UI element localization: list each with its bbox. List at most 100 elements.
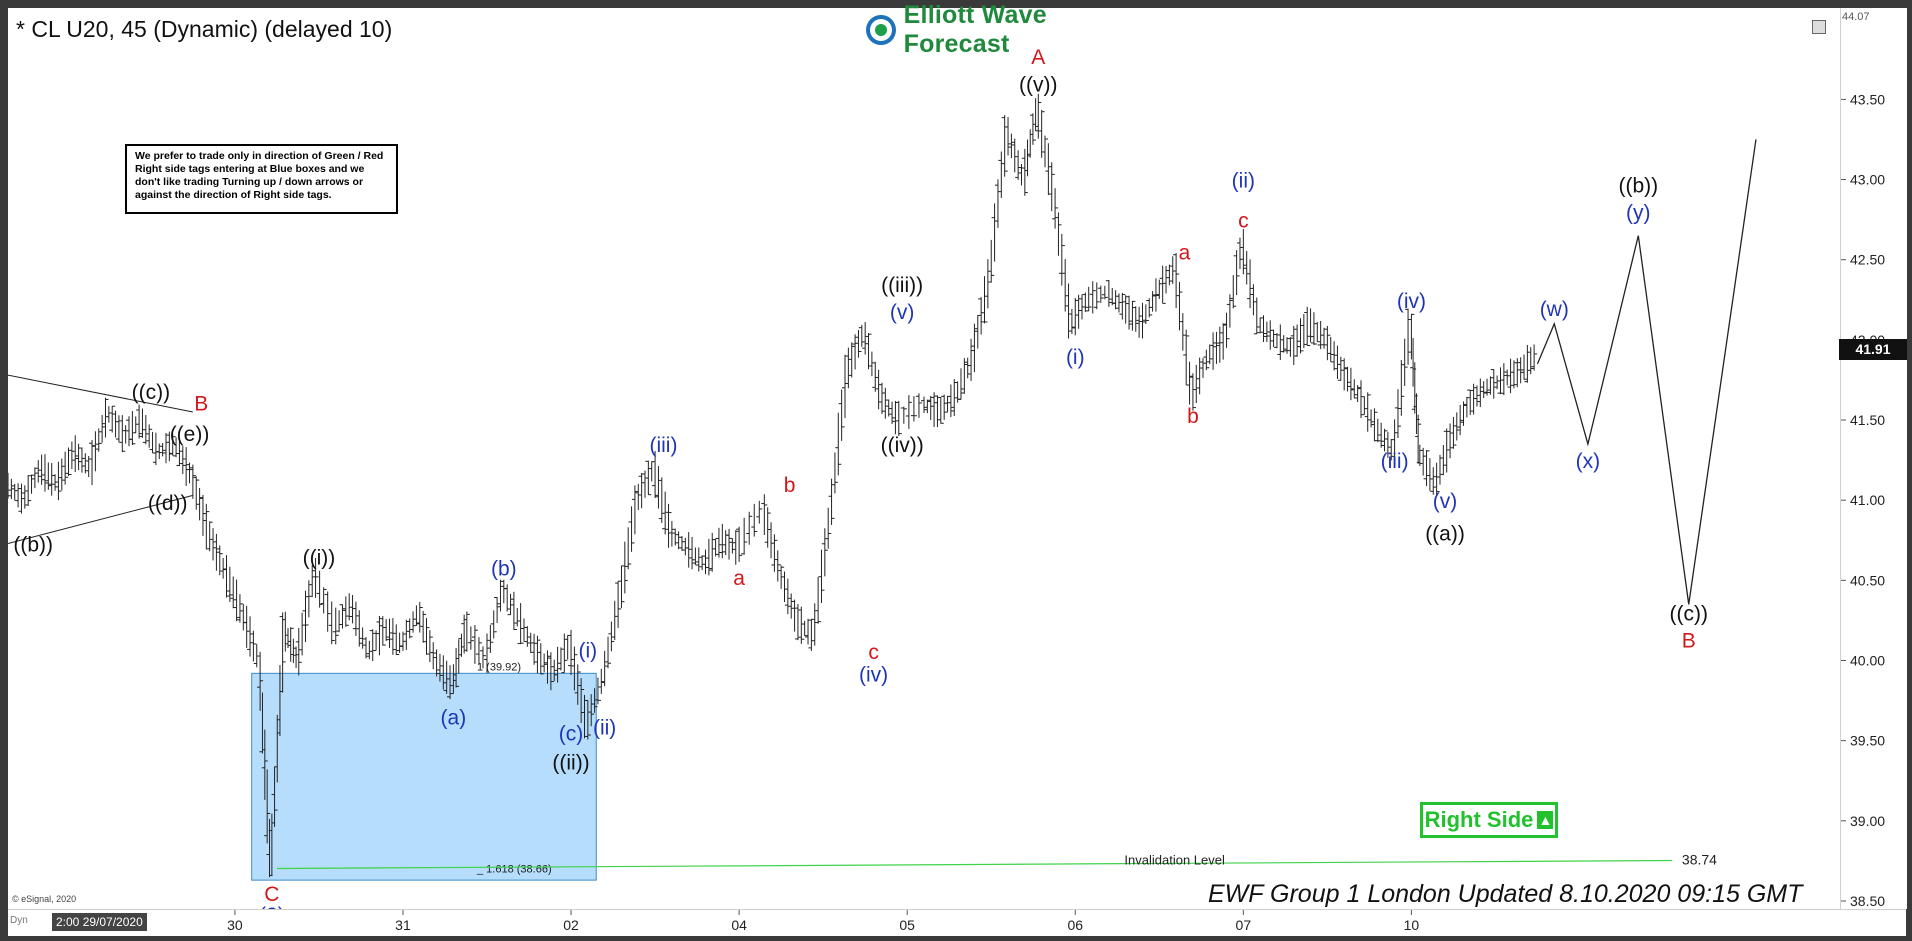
price-bar — [685, 532, 692, 568]
price-bar — [95, 428, 102, 452]
fib-label: _ 1.618 (38.66) — [476, 863, 552, 875]
price-bar — [149, 431, 156, 454]
price-bar — [695, 547, 702, 572]
price-bar — [1378, 422, 1385, 448]
price-bar — [436, 653, 443, 682]
price-bar — [1169, 256, 1176, 284]
price-bar — [588, 694, 595, 727]
time-tick-label: 10 — [1404, 917, 1420, 933]
price-bar — [811, 603, 818, 646]
price-bar — [878, 382, 885, 414]
price-bar — [858, 324, 865, 347]
price-bar — [282, 611, 289, 652]
time-tick-label: 30 — [227, 917, 243, 933]
price-bar — [396, 632, 403, 654]
price-bar — [426, 630, 433, 663]
last-price-marker: 41.91 — [1839, 339, 1907, 360]
price-bar — [484, 633, 491, 674]
time-tick-label: 31 — [395, 917, 411, 933]
price-bar — [921, 396, 927, 413]
price-bar — [1166, 264, 1173, 286]
price-bar — [35, 460, 42, 483]
price-bar — [430, 642, 437, 670]
price-bar — [28, 474, 35, 494]
price-axis-svg: 38.5039.0039.5040.0040.5041.0041.5042.00… — [1841, 91, 1885, 909]
wave-label: ((iv)) — [881, 434, 924, 457]
price-bar — [941, 394, 948, 420]
price-bar — [253, 644, 260, 668]
window-restore-icon[interactable] — [1812, 20, 1826, 34]
price-bar — [230, 576, 237, 609]
price-bar — [574, 664, 581, 705]
price-bar — [608, 621, 615, 652]
price-bar — [815, 576, 822, 624]
price-tick-label: 38.50 — [1850, 893, 1885, 909]
price-bar — [41, 454, 48, 492]
price-bar — [169, 434, 176, 456]
price-bar — [1247, 259, 1254, 309]
wave-label: A — [1031, 46, 1045, 69]
price-bar — [1122, 295, 1129, 324]
price-bar — [487, 624, 494, 653]
price-bar — [146, 424, 153, 448]
price-bar — [1357, 380, 1364, 419]
price-tick-label: 39.50 — [1850, 733, 1885, 749]
price-bar — [302, 590, 309, 643]
price-bar — [1101, 285, 1108, 300]
wave-label: b — [1187, 405, 1199, 428]
time-axis[interactable]: 30 31 02 04 05 06 07 10 — [8, 909, 1906, 936]
price-bar — [1337, 356, 1344, 381]
price-bar — [65, 447, 72, 476]
price-bar — [1226, 294, 1233, 328]
price-bar — [1300, 313, 1307, 349]
price-bar — [369, 629, 376, 662]
price-bar — [271, 766, 278, 827]
price-bar — [1179, 313, 1186, 351]
price-bar — [1447, 423, 1454, 459]
price-bar — [808, 618, 815, 651]
price-bar — [557, 647, 564, 671]
price-tick-label: 43.50 — [1850, 91, 1885, 107]
price-bar — [561, 633, 568, 674]
price-bar — [420, 610, 427, 643]
price-bar — [1314, 321, 1321, 343]
price-bar — [1324, 325, 1331, 361]
price-bar — [1055, 212, 1062, 256]
top-price-label: 44.07 — [1842, 11, 1870, 23]
wave-label: (ii) — [1232, 170, 1255, 193]
price-bar — [324, 591, 331, 632]
price-bar — [122, 425, 129, 444]
wave-label: (iii) — [1381, 450, 1409, 473]
price-bar — [152, 432, 159, 466]
price-bar — [665, 503, 672, 548]
price-bar — [534, 635, 541, 674]
price-bar — [463, 611, 470, 652]
price-bar — [842, 354, 849, 418]
wave-label: (2) — [259, 904, 285, 909]
price-bar — [662, 491, 669, 535]
price-bar — [974, 314, 981, 349]
price-bar — [621, 541, 628, 594]
wave-label: (b) — [491, 558, 517, 581]
price-bar — [1361, 396, 1368, 415]
price-bar — [1136, 306, 1143, 338]
price-bar — [584, 699, 591, 740]
price-bar — [359, 627, 366, 649]
price-tick-label: 41.00 — [1850, 492, 1885, 508]
price-bar — [1391, 419, 1398, 460]
price-bar — [1480, 381, 1487, 398]
price-bar — [52, 474, 59, 491]
price-bar — [1433, 462, 1440, 496]
price-axis[interactable]: 38.5039.0039.5040.0040.5041.0041.5042.00… — [1840, 8, 1907, 909]
price-bar — [443, 660, 450, 694]
price-bar — [702, 549, 709, 575]
price-bar — [1405, 308, 1412, 365]
price-bar — [910, 396, 917, 422]
price-bar — [719, 523, 726, 559]
price-bar — [531, 633, 538, 665]
price-bar — [336, 610, 343, 633]
price-bar — [1270, 329, 1277, 347]
price-bar — [264, 769, 271, 844]
price-bar — [784, 578, 791, 615]
price-bar — [72, 435, 79, 473]
